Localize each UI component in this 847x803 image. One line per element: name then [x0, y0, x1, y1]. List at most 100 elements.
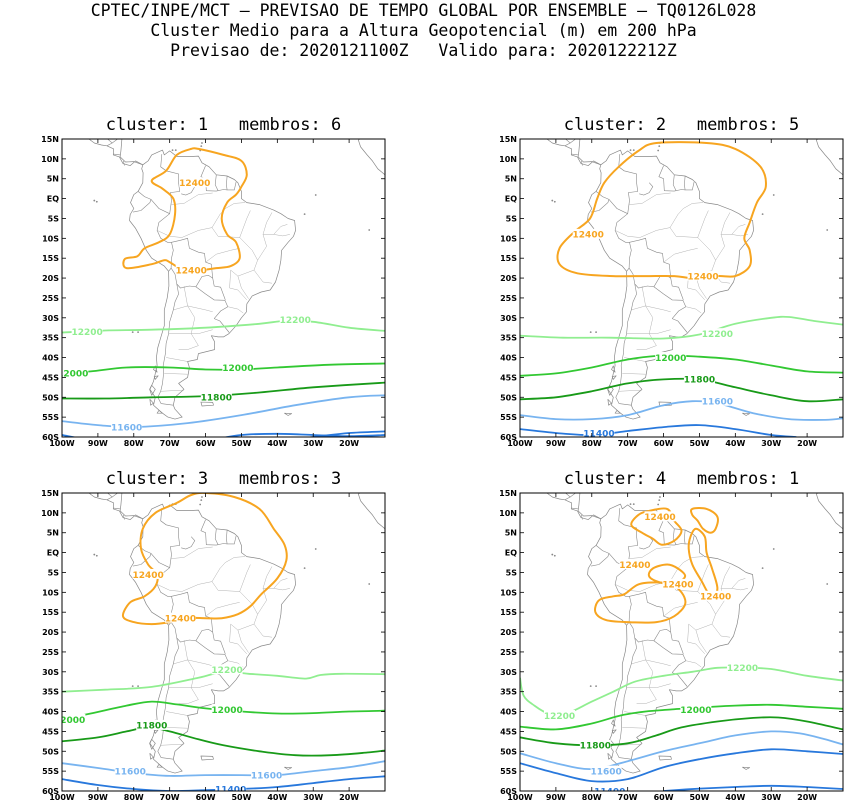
- lat-tick-label: 5S: [506, 214, 518, 223]
- lat-tick-label: 20S: [500, 628, 517, 637]
- contour-label: 12200: [544, 712, 575, 722]
- lat-tick-label: 15N: [499, 489, 517, 498]
- lon-tick-label: 60W: [196, 793, 216, 802]
- lat-tick-label: 25S: [500, 294, 517, 303]
- lat-tick-label: 5N: [47, 175, 59, 184]
- contour-label: 12000: [655, 354, 686, 364]
- contour-label: 11400: [215, 785, 246, 795]
- contour-label: 12200: [211, 666, 242, 676]
- contour-label: 12000: [222, 364, 253, 374]
- map-cluster-4: 12400 12400 12400 12400 12200 12200 12000 11800…: [499, 489, 844, 802]
- lon-tick-label: 30W: [303, 793, 323, 802]
- contour-line-12400: [556, 141, 767, 280]
- lon-tick-label: 80W: [124, 439, 144, 448]
- contour-line-11400: [520, 424, 797, 437]
- contour-label: 12000: [680, 706, 711, 716]
- contour-line-11400: [222, 432, 385, 437]
- lat-tick-label: 15S: [42, 254, 59, 263]
- lon-tick-label: 40W: [267, 793, 287, 802]
- contour-line-12000: [62, 362, 385, 375]
- lat-tick-label: 15S: [500, 254, 517, 263]
- lat-tick-label: 60S: [42, 787, 59, 796]
- lat-tick-label: 50S: [500, 393, 517, 402]
- contour-label: 2000: [60, 716, 85, 726]
- map-frame: [61, 138, 386, 438]
- lon-tick-label: 70W: [160, 793, 180, 802]
- coastline: [546, 139, 843, 420]
- lat-tick-label: EQ: [505, 195, 517, 204]
- lon-tick-label: 100W: [507, 439, 533, 448]
- lat-tick-label: 45S: [500, 727, 517, 736]
- lat-tick-label: 15S: [500, 608, 517, 617]
- lat-tick-label: 50S: [500, 747, 517, 756]
- panel-title-cluster-1: cluster: 1 membros: 6: [105, 115, 342, 135]
- contour-label: 11600: [702, 398, 733, 408]
- map-frame: [61, 492, 386, 792]
- lat-tick-label: 5N: [47, 529, 59, 538]
- lat-tick-label: 50S: [42, 747, 59, 756]
- contour-label: 12000: [57, 370, 88, 380]
- lat-tick-label: 5N: [505, 175, 517, 184]
- contour-line-11400: [62, 430, 385, 437]
- lat-tick-label: 60S: [500, 433, 517, 442]
- lat-tick-label: 15N: [41, 489, 59, 498]
- lat-tick-label: 10N: [41, 155, 59, 164]
- map-frame: [519, 492, 844, 792]
- lat-tick-label: 45S: [42, 727, 59, 736]
- lat-tick-label: 5S: [506, 568, 518, 577]
- lon-tick-label: 40W: [725, 793, 745, 802]
- lat-tick-label: 30S: [500, 668, 517, 677]
- lon-tick-label: 70W: [160, 439, 180, 448]
- lat-tick-label: 55S: [42, 413, 59, 422]
- lat-tick-label: EQ: [505, 549, 517, 558]
- contour-line-12200: [520, 315, 843, 340]
- lat-tick-label: 40S: [42, 354, 59, 363]
- lon-tick-label: 100W: [507, 793, 533, 802]
- lat-tick-label: 10N: [499, 155, 517, 164]
- lon-tick-label: 50W: [689, 793, 709, 802]
- lon-tick-label: 30W: [303, 439, 323, 448]
- lat-tick-label: 10S: [500, 588, 517, 597]
- lat-tick-label: 10N: [499, 509, 517, 518]
- panel-title-cluster-3: cluster: 3 membros: 3: [105, 469, 342, 489]
- contour-label: 12400: [662, 581, 693, 591]
- lat-tick-label: EQ: [47, 549, 59, 558]
- contour-label: 12400: [132, 571, 163, 581]
- contour-label: 11800: [136, 722, 167, 732]
- country-borders: [564, 493, 748, 760]
- contour-line-11400: [663, 784, 843, 791]
- lat-tick-label: 50S: [42, 393, 59, 402]
- contour-label: 12400: [179, 179, 210, 189]
- lon-tick-label: 80W: [582, 793, 602, 802]
- main-title: CPTEC/INPE/MCT — PREVISAO DE TEMPO GLOBA…: [90, 1, 757, 20]
- lon-tick-label: 30W: [761, 793, 781, 802]
- subtitle-variable: Cluster Medio para a Altura Geopotencial…: [150, 21, 697, 40]
- lon-tick-label: 70W: [618, 793, 638, 802]
- contour-label: 12200: [280, 316, 311, 326]
- contour-label: 12400: [687, 272, 718, 282]
- lon-tick-label: 50W: [231, 793, 251, 802]
- contour-line-11400: [520, 748, 843, 783]
- lat-tick-label: 10S: [42, 588, 59, 597]
- lat-tick-label: 45S: [500, 373, 517, 382]
- lat-tick-label: 5S: [48, 214, 60, 223]
- lat-tick-label: 40S: [42, 708, 59, 717]
- coastline: [546, 493, 843, 774]
- lon-tick-label: 60W: [654, 793, 674, 802]
- coastline: [88, 493, 385, 774]
- map-cluster-3: 12400 12400 12200 2000 12000 11800 11600 11600 1…: [41, 489, 386, 802]
- contour-line-12200: [62, 319, 385, 334]
- lat-tick-label: 30S: [42, 314, 59, 323]
- lon-tick-label: 20W: [339, 793, 359, 802]
- country-borders: [106, 493, 290, 760]
- lon-tick-label: 90W: [88, 439, 108, 448]
- lat-tick-label: 15N: [41, 135, 59, 144]
- contour-label: 11600: [251, 771, 282, 781]
- lat-tick-label: 55S: [42, 767, 59, 776]
- lat-tick-label: 55S: [500, 413, 517, 422]
- lon-tick-label: 90W: [546, 439, 566, 448]
- contour-label: 11800: [684, 376, 715, 386]
- contour-line-12400: [122, 147, 248, 272]
- lon-tick-label: 40W: [267, 439, 287, 448]
- lat-tick-label: 35S: [42, 334, 59, 343]
